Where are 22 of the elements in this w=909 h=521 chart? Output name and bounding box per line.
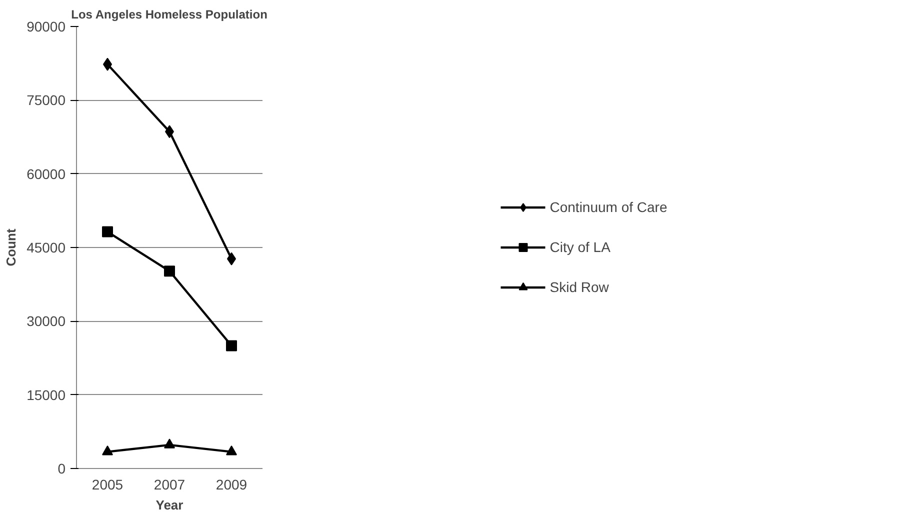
- x-tick-label: 2009: [216, 476, 248, 492]
- y-tick-label: 0: [58, 460, 66, 476]
- x-axis-title: Year: [156, 498, 184, 512]
- y-tick-label: 75000: [26, 92, 66, 108]
- legend-label: Skid Row: [550, 279, 609, 295]
- point: [226, 446, 237, 456]
- y-tick-label: 45000: [26, 240, 66, 256]
- point: [102, 226, 113, 238]
- legend-label: Continuum of Care: [550, 199, 668, 215]
- y-axis-title: Count: [4, 228, 19, 266]
- legend-label: City of LA: [550, 239, 610, 255]
- chart-title: Los Angeles Homeless Population: [71, 8, 268, 22]
- point: [102, 446, 113, 456]
- y-tick-label: 30000: [26, 313, 66, 330]
- y-tick-label: 15000: [26, 386, 66, 403]
- point: [164, 438, 175, 448]
- y-tick-label: 60000: [26, 166, 66, 182]
- point: [164, 266, 175, 277]
- point: [226, 340, 237, 352]
- x-tick-label: 2007: [154, 476, 186, 492]
- y-tick-label: 90000: [26, 18, 66, 34]
- x-tick-label: 2005: [92, 476, 124, 492]
